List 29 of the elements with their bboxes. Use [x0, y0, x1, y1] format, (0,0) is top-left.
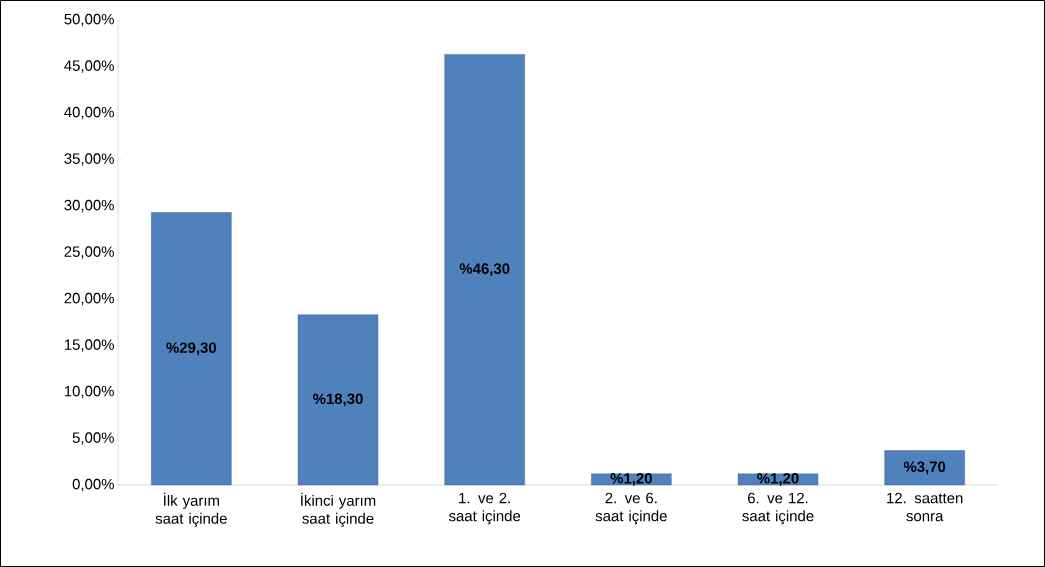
y-tick-label: 45,00%: [64, 60, 114, 73]
bar: [297, 314, 379, 486]
x-tick-label: 12. saatten sonra: [887, 492, 963, 522]
x-tick-label: 6. ve 12. saat içinde: [742, 492, 814, 525]
data-label: %29,30: [166, 342, 217, 356]
y-tick-label: 35,00%: [64, 153, 114, 166]
y-tick-label: 15,00%: [64, 339, 114, 352]
bar: [151, 212, 232, 486]
y-tick-label: 30,00%: [64, 199, 114, 213]
y-tick-label: 0,00%: [72, 478, 114, 492]
x-tick-label: İkinci yarım saat içinde: [301, 492, 376, 527]
x-tick-label: İlk yarım saat içinde: [155, 492, 227, 527]
y-tick-label: 50,00%: [64, 13, 114, 27]
bar: [737, 473, 819, 486]
y-tick-label: 40,00%: [64, 106, 114, 120]
bar: [884, 450, 965, 486]
data-label: %18,30: [313, 393, 363, 407]
data-label: %3,70: [903, 461, 946, 475]
data-label: %1,20: [757, 473, 799, 486]
bar: [444, 54, 525, 486]
y-tick-label: 25,00%: [64, 246, 114, 259]
y-tick-label: 5,00%: [72, 432, 114, 445]
x-tick-label: 2. ve 6. saat içinde: [595, 492, 667, 525]
x-tick-label: 1. ve 2. saat içinde: [448, 492, 521, 525]
data-label: %1,20: [610, 473, 652, 486]
bar: [591, 473, 672, 486]
y-tick-label: 20,00%: [64, 292, 114, 306]
y-tick-label: 10,00%: [64, 385, 114, 399]
data-label: %46,30: [459, 263, 510, 277]
